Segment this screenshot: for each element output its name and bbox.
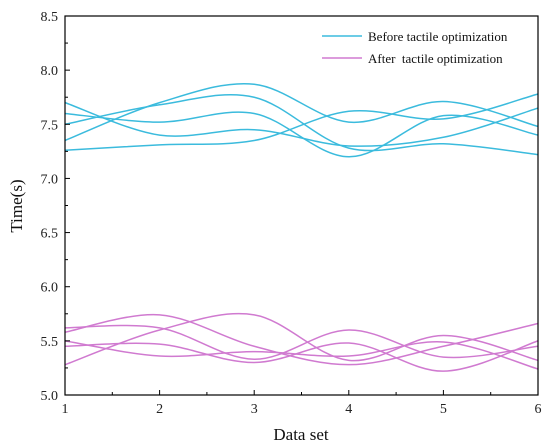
y-tick-label: 6.0 xyxy=(41,281,59,296)
x-tick-label: 6 xyxy=(535,402,542,417)
y-tick-label: 5.5 xyxy=(41,335,59,350)
series-line-after-10 xyxy=(64,340,539,370)
series-line-before-5 xyxy=(64,94,539,156)
y-axis: 5.0 5.5 6.0 6.5 7.0 7.5 8.0 8.5 xyxy=(41,10,70,404)
y-tick-label: 8.5 xyxy=(41,10,59,25)
y-tick-label: 5.0 xyxy=(41,389,59,404)
series-line-after-7 xyxy=(64,312,539,366)
y-tick-label: 6.5 xyxy=(41,227,59,242)
legend: Before tactile optimization After tactile… xyxy=(322,29,508,66)
x-axis: 1 2 3 4 5 6 xyxy=(62,390,542,417)
x-axis-title: Data set xyxy=(273,425,329,444)
series-lines xyxy=(64,82,539,372)
x-tick-label: 4 xyxy=(345,402,352,417)
y-tick-label: 8.0 xyxy=(41,64,59,79)
series-line-before-1 xyxy=(64,93,539,152)
series-line-before-4 xyxy=(64,101,539,147)
legend-label-after: After tactile optimization xyxy=(368,51,503,66)
y-tick-label: 7.5 xyxy=(41,118,59,133)
x-tick-label: 3 xyxy=(251,402,258,417)
series-line-after-6 xyxy=(64,324,539,361)
x-tick-label: 2 xyxy=(156,402,163,417)
series-line-after-9 xyxy=(64,340,539,372)
x-tick-label: 5 xyxy=(440,402,447,417)
legend-label-before: Before tactile optimization xyxy=(368,29,508,44)
x-tick-label: 1 xyxy=(62,402,69,417)
series-line-after-8 xyxy=(64,313,539,366)
y-axis-title: Time(s) xyxy=(7,179,26,232)
y-tick-label: 7.0 xyxy=(41,172,59,187)
series-line-before-3 xyxy=(64,111,539,158)
